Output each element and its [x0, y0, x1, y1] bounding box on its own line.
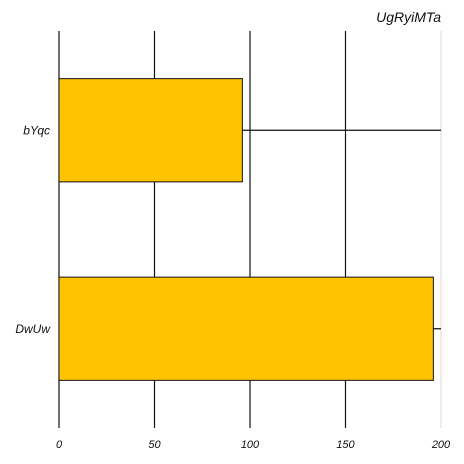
x-axis-ticks: 0 50 100 150 200 — [56, 439, 451, 451]
y-category-label: bYqc — [23, 123, 50, 137]
x-tick-label: 150 — [336, 439, 355, 451]
y-category-label: DwUw — [15, 322, 51, 336]
x-tick-label: 0 — [56, 439, 63, 451]
chart-title: UgRyiMTa — [376, 9, 441, 25]
bar-bYqc — [58, 78, 243, 183]
x-tick-label: 50 — [148, 439, 161, 451]
bar-DwUw — [58, 276, 434, 381]
x-tick-label: 200 — [431, 439, 451, 451]
x-tick-label: 100 — [241, 439, 260, 451]
bars-layer — [58, 78, 434, 381]
y-axis-labels: bYqc DwUw — [15, 123, 51, 336]
